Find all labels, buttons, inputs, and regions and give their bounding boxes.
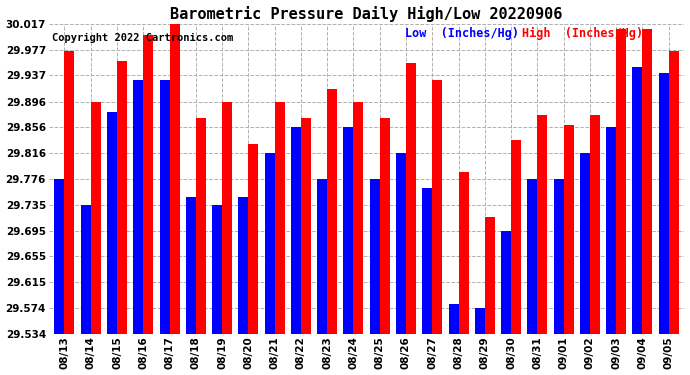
Bar [91, 102, 101, 334]
Bar [669, 51, 679, 334]
Bar [144, 35, 153, 334]
Bar [327, 89, 337, 334]
Bar [55, 178, 64, 334]
Bar [485, 217, 495, 334]
Bar [380, 118, 390, 334]
Text: Copyright 2022 Cartronics.com: Copyright 2022 Cartronics.com [52, 33, 233, 44]
Bar [81, 205, 91, 334]
Bar [317, 178, 327, 334]
Bar [659, 74, 669, 334]
Bar [538, 114, 547, 334]
Bar [107, 112, 117, 334]
Bar [117, 61, 127, 334]
Bar [353, 102, 364, 334]
Bar [448, 304, 459, 334]
Bar [590, 114, 600, 334]
Bar [186, 196, 196, 334]
Bar [170, 24, 179, 334]
Bar [212, 205, 222, 334]
Bar [642, 28, 652, 334]
Bar [222, 102, 232, 334]
Bar [606, 128, 616, 334]
Bar [527, 178, 538, 334]
Bar [459, 172, 469, 334]
Bar [580, 153, 590, 334]
Bar [370, 178, 380, 334]
Bar [422, 188, 432, 334]
Bar [564, 125, 573, 334]
Bar [196, 118, 206, 334]
Bar [159, 80, 170, 334]
Bar [64, 51, 75, 334]
Bar [511, 140, 521, 334]
Title: Barometric Pressure Daily High/Low 20220906: Barometric Pressure Daily High/Low 20220… [170, 6, 563, 21]
Bar [248, 144, 258, 334]
Bar [265, 153, 275, 334]
Bar [344, 128, 353, 334]
Bar [406, 63, 416, 334]
Text: Low  (Inches/Hg): Low (Inches/Hg) [405, 27, 519, 40]
Bar [432, 80, 442, 334]
Bar [501, 231, 511, 334]
Bar [301, 118, 311, 334]
Bar [238, 196, 248, 334]
Bar [275, 102, 284, 334]
Bar [291, 128, 301, 334]
Bar [133, 80, 144, 334]
Bar [475, 308, 485, 334]
Text: High  (Inches/Hg): High (Inches/Hg) [522, 27, 644, 40]
Bar [616, 28, 626, 334]
Bar [396, 153, 406, 334]
Bar [553, 178, 564, 334]
Bar [633, 67, 642, 334]
